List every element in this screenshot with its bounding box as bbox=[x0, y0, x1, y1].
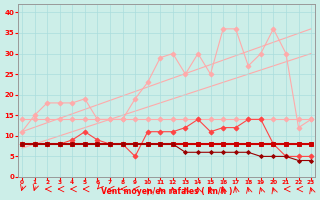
X-axis label: Vent moyen/en rafales ( kn/h ): Vent moyen/en rafales ( kn/h ) bbox=[101, 187, 232, 196]
